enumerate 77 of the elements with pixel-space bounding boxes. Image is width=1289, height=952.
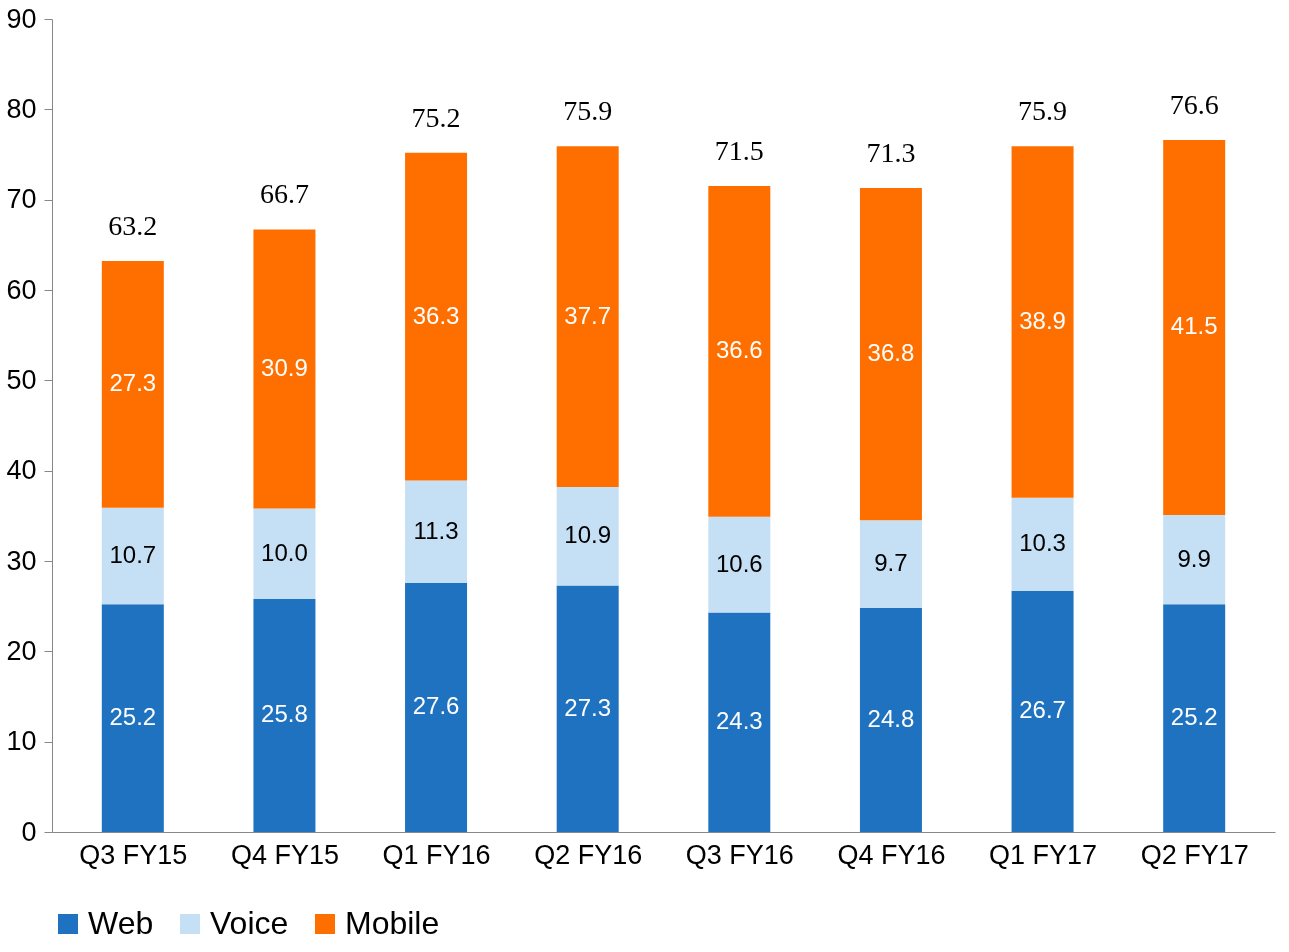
data-label: 38.9 xyxy=(1019,307,1066,335)
y-tick-label: 80 xyxy=(6,93,37,124)
data-label: 30.9 xyxy=(261,354,308,382)
bar xyxy=(556,585,619,832)
bar xyxy=(859,607,922,832)
data-label: 11.3 xyxy=(413,516,459,544)
legend-label: Web xyxy=(88,905,154,941)
legend-label: Mobile xyxy=(345,905,440,941)
bar xyxy=(405,582,468,832)
x-tick-label: Q1 FY16 xyxy=(382,839,491,870)
data-label: 36.8 xyxy=(867,339,915,367)
bar xyxy=(253,508,316,599)
data-label: 9.9 xyxy=(1177,544,1211,572)
total-label: 75.9 xyxy=(563,95,613,127)
x-tick-label: Q4 FY15 xyxy=(230,839,339,870)
data-label: 25.2 xyxy=(109,703,157,731)
bar xyxy=(1163,604,1226,832)
bar xyxy=(253,598,316,832)
x-tick-label: Q3 FY15 xyxy=(79,839,188,870)
bar xyxy=(708,516,771,613)
bar xyxy=(101,507,164,605)
total-label: 66.7 xyxy=(259,178,309,210)
bar xyxy=(1011,146,1074,498)
data-label: 10.6 xyxy=(715,549,763,577)
data-label: 25.8 xyxy=(261,700,308,728)
y-tick-label: 60 xyxy=(6,274,37,305)
data-label: 10.3 xyxy=(1019,529,1066,557)
total-label: 75.2 xyxy=(411,101,461,133)
x-tick-label: Q4 FY16 xyxy=(837,839,946,870)
y-tick-label: 50 xyxy=(6,364,37,395)
y-tick-label: 0 xyxy=(21,816,37,847)
bar xyxy=(1011,590,1074,832)
total-label: 71.5 xyxy=(714,135,764,167)
y-tick-label: 30 xyxy=(6,545,37,576)
bar xyxy=(708,186,771,517)
bar xyxy=(101,261,164,508)
bar xyxy=(859,520,922,608)
y-tick-label: 20 xyxy=(6,635,37,666)
x-tick-label: Q1 FY17 xyxy=(989,839,1098,870)
data-label: 36.3 xyxy=(412,301,460,329)
bar xyxy=(405,152,468,481)
bar xyxy=(556,146,619,487)
total-label: 63.2 xyxy=(108,210,158,242)
y-tick-label: 10 xyxy=(6,726,37,757)
data-label: 27.3 xyxy=(109,369,157,397)
bar xyxy=(1163,514,1226,605)
bar xyxy=(101,604,164,832)
data-label: 9.7 xyxy=(874,549,908,577)
data-label: 36.6 xyxy=(715,336,763,364)
x-tick-label: Q3 FY16 xyxy=(685,839,794,870)
data-label: 41.5 xyxy=(1170,312,1218,340)
y-tick-label: 40 xyxy=(6,455,37,486)
data-label: 27.6 xyxy=(412,692,460,720)
x-tick-label: Q2 FY16 xyxy=(534,839,643,870)
y-tick-label: 90 xyxy=(6,3,37,34)
bar xyxy=(859,187,922,521)
data-label: 10.7 xyxy=(109,541,157,569)
data-label: 24.3 xyxy=(715,707,763,735)
total-label: 71.3 xyxy=(866,136,916,168)
data-label: 10.0 xyxy=(261,538,308,566)
x-tick-label: Q2 FY17 xyxy=(1140,839,1249,870)
total-label: 76.6 xyxy=(1169,89,1219,121)
bar xyxy=(1163,140,1226,515)
total-label: 75.9 xyxy=(1018,95,1068,127)
bar xyxy=(253,229,316,509)
bar xyxy=(708,612,771,832)
data-label: 10.9 xyxy=(564,521,612,549)
bar xyxy=(1011,497,1074,591)
data-label: 26.7 xyxy=(1019,696,1066,724)
data-label: 24.8 xyxy=(867,704,915,732)
bar xyxy=(405,480,468,583)
data-label: 27.3 xyxy=(564,693,612,721)
bar xyxy=(556,486,619,586)
data-label: 37.7 xyxy=(564,301,612,329)
y-tick-label: 70 xyxy=(6,184,37,215)
legend-label: Voice xyxy=(210,905,289,941)
data-label: 25.2 xyxy=(1170,703,1218,731)
